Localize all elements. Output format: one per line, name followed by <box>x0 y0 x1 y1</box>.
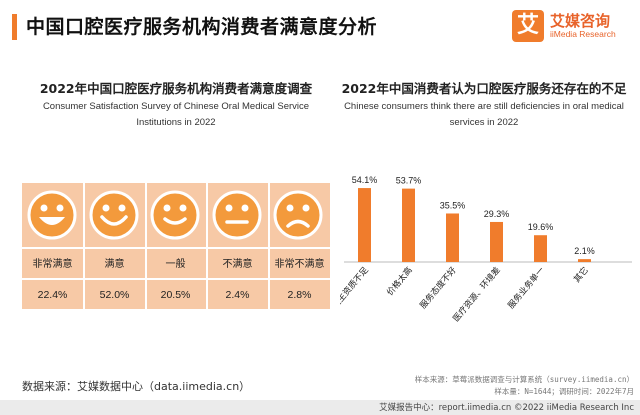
deficiency-bar-chart: 54.1% 医生资质不足 53.7% 价格太高 35.5% 服务态度不好 29.3% 医疗资源… <box>340 175 632 324</box>
bar-value-label-3: 35.5% <box>440 200 466 210</box>
happy-face-icon <box>89 190 139 240</box>
table-value-dissatisfied: 2.4% <box>225 289 250 301</box>
table-value-satisfied: 52.0% <box>99 289 130 301</box>
table-label-dissatisfied: 不满意 <box>222 259 253 270</box>
table-label-very-dissatisfied: 非常不满意 <box>274 259 325 270</box>
bar-category-label-1: 医生资质不足 <box>340 264 371 311</box>
sad-face-icon <box>273 190 323 240</box>
brand-logo: 艾 艾媒咨询 iiMedia Research <box>512 10 634 44</box>
face-row <box>22 183 330 247</box>
footer-copyright: 艾媒报告中心：report.iimedia.cn ©2022 iiMedia R… <box>379 403 634 413</box>
bar-category-label-5: 服务业务单一 <box>506 264 548 311</box>
very-happy-face-icon <box>27 190 77 240</box>
data-source: 数据来源：艾媒数据中心（data.iimedia.cn） <box>22 380 251 393</box>
table-divider-2 <box>22 278 330 280</box>
left-section-subtitle-2: Institutions in 2022 <box>136 117 216 128</box>
bar-category-label-2: 价格太高 <box>385 265 415 298</box>
table-label-neutral: 一般 <box>165 259 186 270</box>
right-section-title: 2022年中国消费者认为口腔医疗服务还存在的不足 <box>341 81 627 96</box>
bar-1 <box>358 188 371 262</box>
bar-6 <box>578 259 591 262</box>
neutral-face-icon <box>212 190 262 240</box>
satisfaction-table: 非常满意 满意 一般 不满意 非常不满意 22.4% 52.0% 20.5% 2… <box>22 183 330 309</box>
table-value-very-satisfied: 22.4% <box>37 289 68 301</box>
table-col-divider-1 <box>83 183 85 309</box>
bar-value-label-4: 29.3% <box>484 209 510 219</box>
table-label-very-satisfied: 非常满意 <box>32 259 73 270</box>
footer-band: 艾媒报告中心：report.iimedia.cn ©2022 iiMedia R… <box>0 400 640 415</box>
sample-size-note: 样本量：N=1644；调研时间：2022年7月 <box>494 387 634 396</box>
bar-category-label-6: 其它 <box>571 265 590 285</box>
bar-3 <box>446 213 459 262</box>
title-accent-bar <box>12 14 17 40</box>
bar-value-label-5: 19.6% <box>528 222 554 232</box>
page-title: 中国口腔医疗服务机构消费者满意度分析 <box>26 16 378 38</box>
table-col-divider-3 <box>206 183 208 309</box>
bar-category-label-4: 医疗资源、环境差 <box>451 265 503 324</box>
left-section-title: 2022年中国口腔医疗服务机构消费者满意度调查 <box>39 81 313 96</box>
logo-cn-text: 艾媒咨询 <box>550 12 611 30</box>
bar-value-label-1: 54.1% <box>352 175 378 185</box>
table-col-divider-4 <box>268 183 270 309</box>
logo-mark-icon: 艾 <box>512 10 544 42</box>
table-label-satisfied: 满意 <box>104 259 125 270</box>
right-section-subtitle-1: Chinese consumers think there are still … <box>344 101 624 112</box>
left-section-subtitle-1: Consumer Satisfaction Survey of Chinese … <box>42 101 310 112</box>
bar-value-label-6: 2.1% <box>574 246 595 256</box>
table-divider-1 <box>22 247 330 249</box>
logo-en-text: iiMedia Research <box>550 29 616 39</box>
bar-4 <box>490 221 503 262</box>
table-value-very-dissatisfied: 2.8% <box>287 289 312 301</box>
bar-category-label-3: 服务态度不好 <box>418 264 460 311</box>
table-col-divider-2 <box>145 183 147 309</box>
right-section-subtitle-2: services in 2022 <box>449 117 519 128</box>
bar-value-label-2: 53.7% <box>396 176 422 186</box>
smile-face-icon <box>150 190 200 240</box>
table-value-neutral: 20.5% <box>160 289 191 301</box>
bar-2 <box>402 188 415 262</box>
bar-5 <box>534 235 547 262</box>
sample-source-note: 样本来源：草莓派数据调查与计算系统（survey.iimedia.cn） <box>414 375 634 384</box>
